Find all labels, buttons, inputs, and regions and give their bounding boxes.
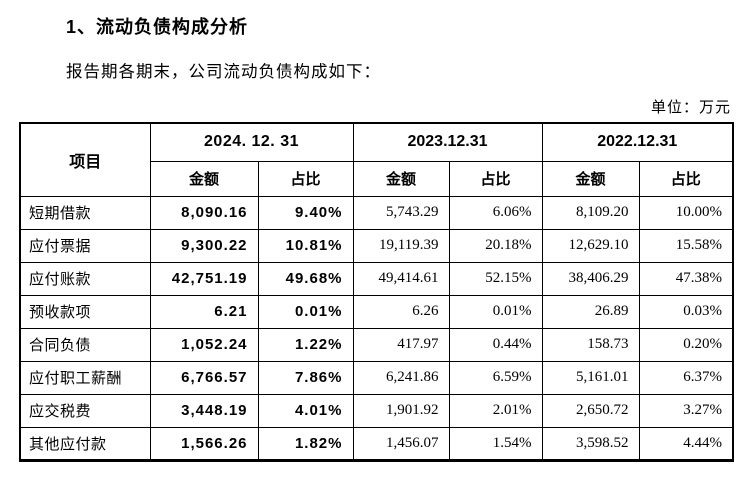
row-item-label: 应付账款: [19, 261, 151, 296]
header-2022-amount: 金额: [541, 160, 640, 197]
table-header-row-periods: 项目 2024. 12. 31 2023.12.31 2022.12.31: [19, 122, 734, 197]
header-period-2022: 2022.12.31: [541, 122, 734, 162]
cell-2023-ratio: 6.06%: [448, 195, 543, 230]
cell-2022-amount: 3,598.52: [541, 426, 640, 461]
cell-2022-ratio: 47.38%: [638, 261, 734, 296]
cell-2024-amount: 6,766.57: [149, 360, 259, 395]
row-item-label: 应付职工薪酬: [19, 360, 151, 395]
table-row: 其他应付款 1,566.26 1.82% 1,456.07 1.54% 3,59…: [19, 426, 734, 461]
cell-2023-ratio: 0.01%: [448, 294, 543, 329]
cell-2024-amount: 1,566.26: [149, 426, 259, 461]
cell-2023-amount: 19,119.39: [352, 228, 450, 263]
cell-2022-ratio: 6.37%: [638, 360, 734, 395]
header-2023-ratio: 占比: [448, 160, 543, 197]
unit-label: 单位：万元: [650, 100, 731, 116]
cell-2023-ratio: 6.59%: [448, 360, 543, 395]
table-row: 应交税费 3,448.19 4.01% 1,901.92 2.01% 2,650…: [19, 393, 734, 428]
table-row: 短期借款 8,090.16 9.40% 5,743.29 6.06% 8,109…: [19, 195, 734, 230]
section-title: 1、流动负债构成分析: [66, 17, 249, 37]
intro-text: 报告期各期末，公司流动负债构成如下：: [66, 62, 381, 81]
table-row: 应付票据 9,300.22 10.81% 19,119.39 20.18% 12…: [19, 228, 734, 263]
header-item: 项目: [19, 122, 151, 197]
cell-2023-amount: 1,901.92: [352, 393, 450, 428]
cell-2023-amount: 1,456.07: [352, 426, 450, 461]
cell-2022-amount: 26.89: [541, 294, 640, 329]
cell-2024-amount: 3,448.19: [149, 393, 259, 428]
cell-2023-amount: 49,414.61: [352, 261, 450, 296]
cell-2024-amount: 42,751.19: [149, 261, 259, 296]
cell-2024-amount: 1,052.24: [149, 327, 259, 362]
cell-2024-ratio: 7.86%: [257, 360, 354, 395]
cell-2024-ratio: 1.22%: [257, 327, 354, 362]
cell-2023-amount: 6,241.86: [352, 360, 450, 395]
cell-2023-ratio: 20.18%: [448, 228, 543, 263]
cell-2024-ratio: 4.01%: [257, 393, 354, 428]
cell-2024-ratio: 9.40%: [257, 195, 354, 230]
cell-2023-ratio: 2.01%: [448, 393, 543, 428]
header-period-2024: 2024. 12. 31: [149, 122, 354, 162]
cell-2023-amount: 6.26: [352, 294, 450, 329]
cell-2024-ratio: 49.68%: [257, 261, 354, 296]
cell-2024-ratio: 1.82%: [257, 426, 354, 461]
row-item-label: 短期借款: [19, 195, 151, 230]
header-period-2023: 2023.12.31: [352, 122, 543, 162]
cell-2022-ratio: 3.27%: [638, 393, 734, 428]
cell-2024-ratio: 0.01%: [257, 294, 354, 329]
row-item-label: 应付票据: [19, 228, 151, 263]
cell-2022-amount: 8,109.20: [541, 195, 640, 230]
cell-2024-ratio: 10.81%: [257, 228, 354, 263]
row-item-label: 应交税费: [19, 393, 151, 428]
header-2024-ratio: 占比: [257, 160, 354, 197]
cell-2023-amount: 5,743.29: [352, 195, 450, 230]
cell-2022-amount: 12,629.10: [541, 228, 640, 263]
cell-2023-ratio: 1.54%: [448, 426, 543, 461]
row-item-label: 合同负债: [19, 327, 151, 362]
cell-2022-amount: 2,650.72: [541, 393, 640, 428]
cell-2024-amount: 9,300.22: [149, 228, 259, 263]
table-row: 合同负债 1,052.24 1.22% 417.97 0.44% 158.73 …: [19, 327, 734, 362]
table-row: 应付职工薪酬 6,766.57 7.86% 6,241.86 6.59% 5,1…: [19, 360, 734, 395]
current-liabilities-table: 项目 2024. 12. 31 2023.12.31 2022.12.31 金额…: [19, 122, 735, 462]
table-row: 应付账款 42,751.19 49.68% 49,414.61 52.15% 3…: [19, 261, 734, 296]
cell-2022-amount: 158.73: [541, 327, 640, 362]
cell-2022-ratio: 0.20%: [638, 327, 734, 362]
cell-2023-ratio: 0.44%: [448, 327, 543, 362]
table-row: 预收款项 6.21 0.01% 6.26 0.01% 26.89 0.03%: [19, 294, 734, 329]
cell-2022-ratio: 4.44%: [638, 426, 734, 461]
cell-2023-amount: 417.97: [352, 327, 450, 362]
header-2023-amount: 金额: [352, 160, 450, 197]
cell-2024-amount: 8,090.16: [149, 195, 259, 230]
cell-2022-ratio: 15.58%: [638, 228, 734, 263]
table-header-row-measures: 金额 占比 金额 占比 金额 占比: [20, 160, 734, 197]
cell-2022-amount: 38,406.29: [541, 261, 640, 296]
cell-2022-amount: 5,161.01: [541, 360, 640, 395]
row-item-label: 预收款项: [19, 294, 151, 329]
cell-2022-ratio: 10.00%: [638, 195, 734, 230]
cell-2022-ratio: 0.03%: [638, 294, 734, 329]
header-2022-ratio: 占比: [638, 160, 734, 197]
header-2024-amount: 金额: [149, 160, 259, 197]
cell-2023-ratio: 52.15%: [448, 261, 543, 296]
cell-2024-amount: 6.21: [149, 294, 259, 329]
row-item-label: 其他应付款: [19, 426, 151, 461]
